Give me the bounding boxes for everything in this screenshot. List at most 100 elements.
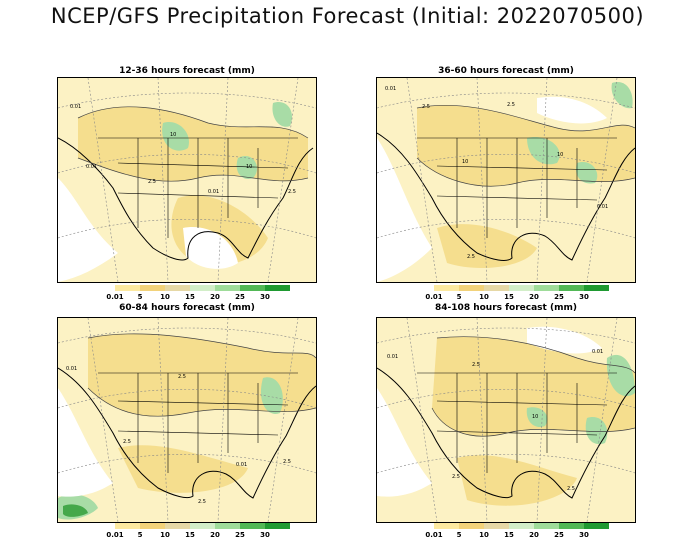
- colorbar-swatch: [509, 285, 534, 291]
- colorbar-swatch: [240, 285, 265, 291]
- colorbar-swatch: [484, 285, 509, 291]
- contour-label: 2.5: [422, 104, 430, 110]
- colorbar-swatch: [534, 523, 559, 529]
- colorbar-label: 0.01: [425, 531, 443, 539]
- colorbar-swatch: [115, 523, 140, 529]
- colorbar-label: 5: [456, 293, 462, 301]
- contour-label: 10: [462, 159, 468, 165]
- ocean-area: [537, 96, 607, 124]
- colorbar-label: 0.01: [425, 293, 443, 301]
- colorbar-label: 30: [579, 293, 589, 301]
- coastline: [58, 367, 316, 499]
- precip-map-graphic: 0.01 0.01 2.5 10 0.01 2.5 10: [58, 78, 316, 282]
- coastline: [377, 367, 635, 499]
- colorbar-label: 0.01: [106, 293, 124, 301]
- precip-shade-mid: [118, 445, 248, 493]
- precip-shade-green: [236, 156, 258, 179]
- contour-label: 0.01: [387, 354, 398, 360]
- colorbar-label: 30: [260, 293, 270, 301]
- contour-label: 2.5: [472, 362, 480, 368]
- precip-shade-dkgreen: [63, 504, 88, 517]
- contour-label: 2.5: [567, 486, 575, 492]
- precip-contour: [87, 333, 316, 417]
- contour-label: 0.01: [70, 104, 81, 110]
- state-borders: [98, 137, 298, 238]
- colorbar-swatch: [484, 523, 509, 529]
- colorbar-label: 30: [260, 531, 270, 539]
- contour-label: 0.01: [66, 366, 77, 372]
- precip-shade-mid: [432, 336, 635, 437]
- colorbar-swatch: [140, 523, 165, 529]
- precip-shade-green: [576, 162, 598, 184]
- colorbar-label: 5: [137, 531, 143, 539]
- contour-label: 2.5: [178, 374, 186, 380]
- colorbar-label: 15: [185, 531, 195, 539]
- precip-map: 0.01 0.01 2.5 10 0.01 2.5 10: [57, 77, 317, 283]
- colorbar-label: 20: [210, 293, 220, 301]
- colorbar-label: 10: [160, 293, 170, 301]
- colorbar-swatch: [534, 285, 559, 291]
- colorbar-label: 15: [504, 293, 514, 301]
- colorbar-swatch: [559, 523, 584, 529]
- colorbar-label: 10: [479, 293, 489, 301]
- page-title: NCEP/GFS Precipitation Forecast (Initial…: [50, 4, 645, 28]
- panel-title: 12-36 hours forecast (mm): [119, 66, 255, 76]
- colorbar: 0.01 5 10 15 20 25 30: [57, 285, 317, 307]
- colorbar-swatch: [240, 523, 265, 529]
- contour-label: 2.5: [198, 499, 206, 505]
- precip-map-graphic: 0.01 2.5 2.5 10 10 0.01 2.5: [377, 78, 635, 282]
- ocean-area: [377, 138, 432, 282]
- colorbar-label: 25: [554, 531, 564, 539]
- contour-label: 10: [532, 414, 538, 420]
- contour-label: 2.5: [288, 189, 296, 195]
- colorbar-swatch: [434, 285, 459, 291]
- precip-contour: [431, 336, 635, 437]
- colorbar-swatch: [559, 285, 584, 291]
- precip-map: 0.01 2.5 2.5 0.01 2.5 2.5: [57, 317, 317, 523]
- colorbar-label: 5: [456, 531, 462, 539]
- colorbar-swatch: [584, 285, 609, 291]
- colorbar-label: 5: [137, 293, 143, 301]
- precip-shade-green: [611, 82, 633, 109]
- ocean-area: [377, 388, 432, 497]
- coastline: [377, 132, 635, 261]
- colorbar-swatch: [115, 285, 140, 291]
- contour-label: 10: [246, 164, 252, 170]
- colorbar-swatch: [215, 523, 240, 529]
- coastline: [58, 137, 314, 261]
- colorbar-label: 25: [554, 293, 564, 301]
- colorbar-swatch: [434, 523, 459, 529]
- colorbar-swatch: [190, 285, 215, 291]
- ocean-area: [183, 227, 238, 269]
- panel-title: 84-108 hours forecast (mm): [435, 303, 577, 313]
- contour-label: 10: [170, 132, 176, 138]
- contour-label: 2.5: [148, 179, 156, 185]
- precip-map: 0.01 2.5 2.5 10 2.5 0.01: [376, 317, 636, 523]
- colorbar-swatch: [215, 285, 240, 291]
- colorbar-swatch: [190, 523, 215, 529]
- precip-map: 0.01 2.5 2.5 10 10 0.01 2.5: [376, 77, 636, 283]
- contour-label: 10: [557, 152, 563, 158]
- colorbar-label: 15: [185, 293, 195, 301]
- ocean-area: [58, 388, 113, 497]
- colorbar-swatch: [265, 523, 290, 529]
- precip-shade-green: [585, 417, 608, 445]
- precip-contour: [416, 105, 635, 187]
- colorbar-label: 25: [235, 531, 245, 539]
- contour-label: 2.5: [507, 102, 515, 108]
- colorbar-label: 20: [529, 531, 539, 539]
- precip-map-graphic: 0.01 2.5 2.5 10 2.5 0.01: [377, 318, 635, 522]
- state-borders: [417, 372, 617, 473]
- contour-label: 2.5: [283, 459, 291, 465]
- contour-label: 2.5: [467, 254, 475, 260]
- colorbar-label: 25: [235, 293, 245, 301]
- colorbar-label: 15: [504, 531, 514, 539]
- precip-shade-green: [272, 102, 293, 127]
- colorbar-swatch: [459, 285, 484, 291]
- precip-shade-mid: [88, 333, 316, 417]
- colorbar-swatch: [509, 523, 534, 529]
- precip-shade-green: [162, 122, 189, 151]
- colorbar-swatch: [459, 523, 484, 529]
- colorbar-swatch: [140, 285, 165, 291]
- colorbar: 0.01 5 10 15 20 25 30: [57, 523, 317, 545]
